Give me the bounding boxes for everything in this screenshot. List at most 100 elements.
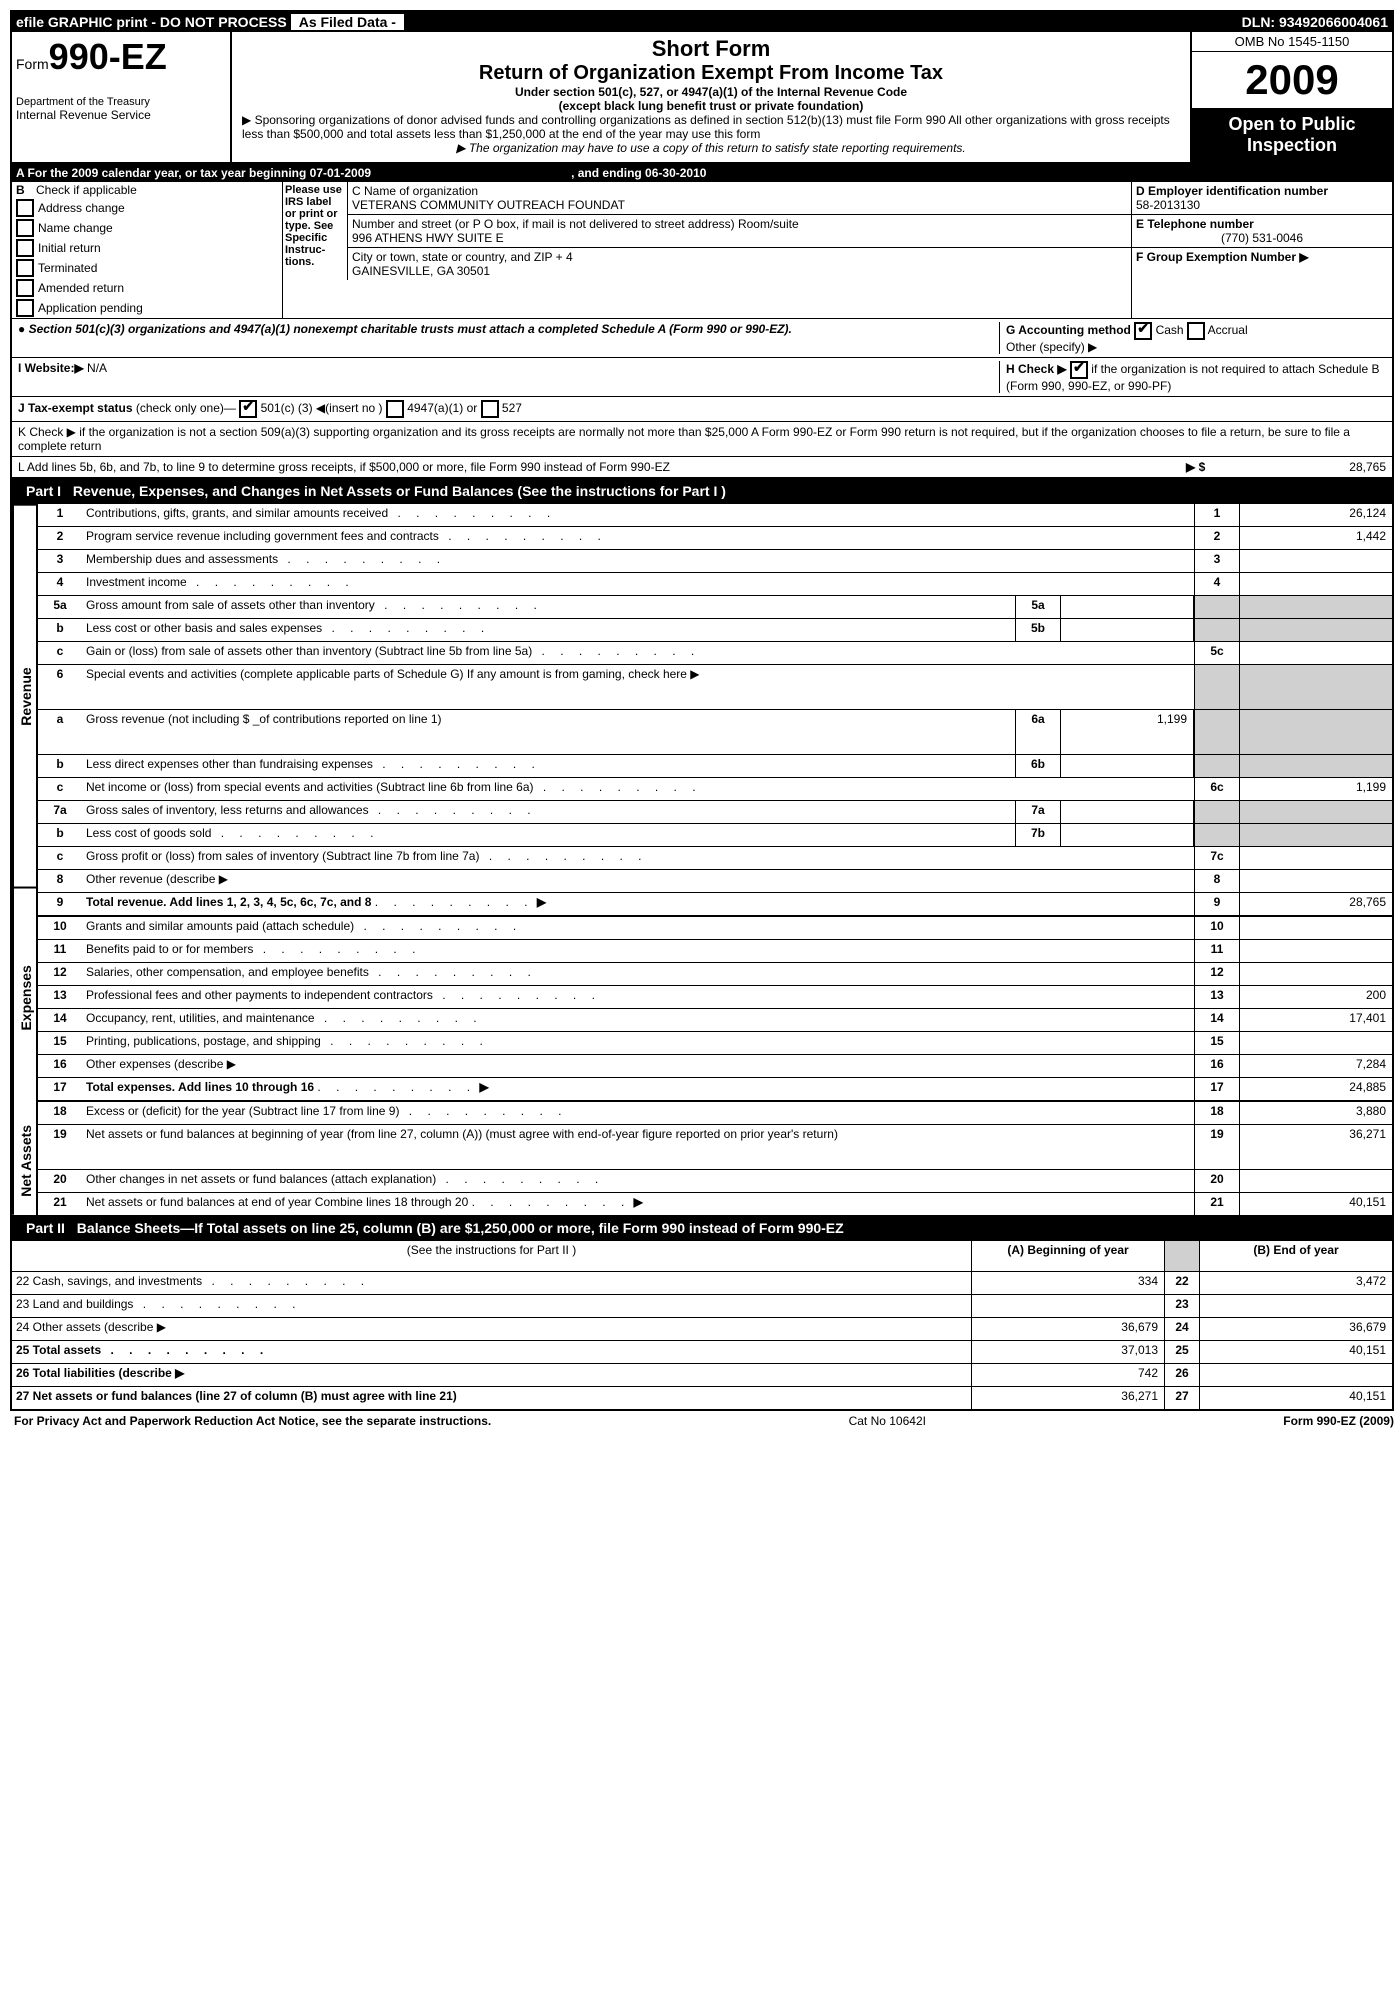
- city-label: City or town, state or country, and ZIP …: [352, 250, 1127, 264]
- lbl-pending: Application pending: [38, 301, 143, 315]
- section-a-header: A For the 2009 calendar year, or tax yea…: [12, 164, 1392, 182]
- l6c-desc: Net income or (loss) from special events…: [82, 778, 1194, 800]
- r23-b: [1199, 1295, 1392, 1317]
- check-amended[interactable]: [16, 279, 34, 297]
- dept-treasury: Department of the Treasury: [16, 96, 226, 108]
- l10-desc: Grants and similar amounts paid (attach …: [82, 917, 1194, 939]
- l7a-desc: Gross sales of inventory, less returns a…: [82, 801, 1015, 823]
- footer: For Privacy Act and Paperwork Reduction …: [10, 1411, 1398, 1431]
- r26-b: [1199, 1364, 1392, 1386]
- l20-box: 20: [1194, 1170, 1239, 1192]
- r27-b: 40,151: [1199, 1387, 1392, 1409]
- b-label: B: [16, 183, 25, 197]
- f-label: F Group Exemption Number ▶: [1136, 250, 1309, 264]
- l12-box: 12: [1194, 963, 1239, 985]
- subtitle-3: ▶ Sponsoring organizations of donor advi…: [242, 113, 1180, 141]
- l16-val: 7,284: [1239, 1055, 1392, 1077]
- r23-desc: 23 Land and buildings: [12, 1295, 971, 1317]
- part2-header: Part II Balance Sheets—If Total assets o…: [12, 1215, 1392, 1241]
- street-val: 996 ATHENS HWY SUITE E: [352, 231, 1127, 245]
- check-address[interactable]: [16, 199, 34, 217]
- phone-val: (770) 531-0046: [1136, 231, 1388, 245]
- check-name[interactable]: [16, 219, 34, 237]
- check-cash[interactable]: ✔: [1134, 322, 1152, 340]
- l20-desc: Other changes in net assets or fund bala…: [82, 1170, 1194, 1192]
- check-initial[interactable]: [16, 239, 34, 257]
- topbar-dln: DLN: 93492066004061: [1242, 14, 1388, 30]
- short-form-title: Short Form: [242, 36, 1180, 62]
- topbar-mid: As Filed Data -: [291, 14, 404, 30]
- check-h[interactable]: ✔: [1070, 361, 1088, 379]
- l3-val: [1239, 550, 1392, 572]
- g-label: G Accounting method: [1006, 323, 1131, 337]
- l-text: L Add lines 5b, 6b, and 7b, to line 9 to…: [18, 460, 1186, 474]
- footer-mid: Cat No 10642I: [849, 1414, 926, 1428]
- footer-right: Form 990-EZ (2009): [1283, 1414, 1394, 1428]
- main-title: Return of Organization Exempt From Incom…: [242, 62, 1180, 85]
- l5c-desc: Gain or (loss) from sale of assets other…: [82, 642, 1194, 664]
- l13-val: 200: [1239, 986, 1392, 1008]
- omb-number: OMB No 1545-1150: [1192, 32, 1392, 52]
- l1-val: 26,124: [1239, 504, 1392, 526]
- l4-desc: Investment income: [82, 573, 1194, 595]
- l7c-box: 7c: [1194, 847, 1239, 869]
- l3-desc: Membership dues and assessments: [82, 550, 1194, 572]
- check-527[interactable]: [481, 400, 499, 418]
- l20-val: [1239, 1170, 1392, 1192]
- l14-box: 14: [1194, 1009, 1239, 1031]
- l21-val: 40,151: [1239, 1193, 1392, 1215]
- l14-val: 17,401: [1239, 1009, 1392, 1031]
- l5b-desc: Less cost or other basis and sales expen…: [82, 619, 1015, 641]
- l9-box: 9: [1194, 893, 1239, 915]
- r22-desc: 22 Cash, savings, and investments: [12, 1272, 971, 1294]
- check-accrual[interactable]: [1187, 322, 1205, 340]
- l8-desc: Other revenue (describe ▶: [82, 870, 1194, 892]
- l-arrow: ▶ $: [1186, 460, 1246, 474]
- l13-desc: Professional fees and other payments to …: [82, 986, 1194, 1008]
- part1-body: Revenue Expenses Net Assets 1Contributio…: [12, 504, 1392, 1215]
- cal-year-end: , and ending 06-30-2010: [571, 166, 706, 180]
- section-501c3-g: ● Section 501(c)(3) organizations and 49…: [12, 319, 1392, 358]
- l5a-desc: Gross amount from sale of assets other t…: [82, 596, 1015, 618]
- top-bar: efile GRAPHIC print - DO NOT PROCESS As …: [12, 12, 1392, 32]
- r26-desc: 26 Total liabilities (describe ▶: [12, 1364, 971, 1386]
- r25-desc: 25 Total assets: [12, 1341, 971, 1363]
- l16-desc: Other expenses (describe ▶: [82, 1055, 1194, 1077]
- c-label: C Name of organization: [352, 184, 1127, 198]
- part2-colheaders: (See the instructions for Part II ) (A) …: [12, 1241, 1392, 1272]
- col-a-header: (A) Beginning of year: [971, 1241, 1164, 1271]
- l15-desc: Printing, publications, postage, and shi…: [82, 1032, 1194, 1054]
- l19-box: 19: [1194, 1125, 1239, 1169]
- irs-label-instr: Please use IRS label or print or type. S…: [283, 182, 348, 280]
- r26-a: 742: [971, 1364, 1164, 1386]
- check-terminated[interactable]: [16, 259, 34, 277]
- l13-box: 13: [1194, 986, 1239, 1008]
- subtitle-4: ▶ The organization may have to use a cop…: [242, 141, 1180, 155]
- k-row: K Check ▶ if the organization is not a s…: [12, 422, 1392, 457]
- part2-label: Part II: [18, 1218, 73, 1238]
- ein-val: 58-2013130: [1136, 198, 1388, 212]
- part1-title: Revenue, Expenses, and Changes in Net As…: [73, 483, 726, 499]
- section-a: B Check if applicable Address change Nam…: [12, 182, 1392, 319]
- l9-desc: Total revenue. Add lines 1, 2, 3, 4, 5c,…: [86, 895, 371, 909]
- l18-desc: Excess or (deficit) for the year (Subtra…: [82, 1102, 1194, 1124]
- side-expenses: Expenses: [12, 887, 38, 1107]
- col-b-header: (B) End of year: [1199, 1241, 1392, 1271]
- r25-a: 37,013: [971, 1341, 1164, 1363]
- check-501c[interactable]: ✔: [239, 400, 257, 418]
- check-pending[interactable]: [16, 299, 34, 317]
- r22-a: 334: [971, 1272, 1164, 1294]
- part1-label: Part I: [18, 481, 69, 501]
- side-revenue: Revenue: [12, 504, 38, 887]
- org-name: VETERANS COMMUNITY OUTREACH FOUNDAT: [352, 198, 1127, 212]
- l5a-sv: [1061, 596, 1194, 618]
- sec501-text: ● Section 501(c)(3) organizations and 49…: [18, 322, 999, 354]
- j-501c: 501(c) (3) ◀(insert no ): [261, 401, 383, 415]
- l7c-desc: Gross profit or (loss) from sales of inv…: [82, 847, 1194, 869]
- open-public: Open to Public Inspection: [1192, 108, 1392, 162]
- l11-box: 11: [1194, 940, 1239, 962]
- footer-left: For Privacy Act and Paperwork Reduction …: [14, 1414, 491, 1428]
- website-val: N/A: [87, 361, 107, 375]
- l12-val: [1239, 963, 1392, 985]
- check-4947[interactable]: [386, 400, 404, 418]
